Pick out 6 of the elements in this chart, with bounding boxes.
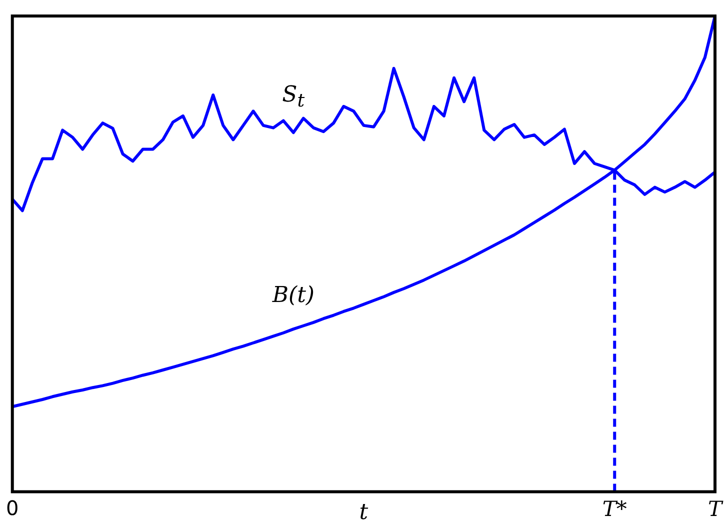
x-axis-title: t: [359, 500, 368, 525]
x-tick-label: T: [708, 496, 724, 521]
x-tick-label: T*: [602, 496, 628, 521]
x-tick-label: 0: [6, 496, 19, 520]
series-label: S$_{t}$: [282, 82, 305, 112]
series-label: B(t): [272, 283, 314, 308]
